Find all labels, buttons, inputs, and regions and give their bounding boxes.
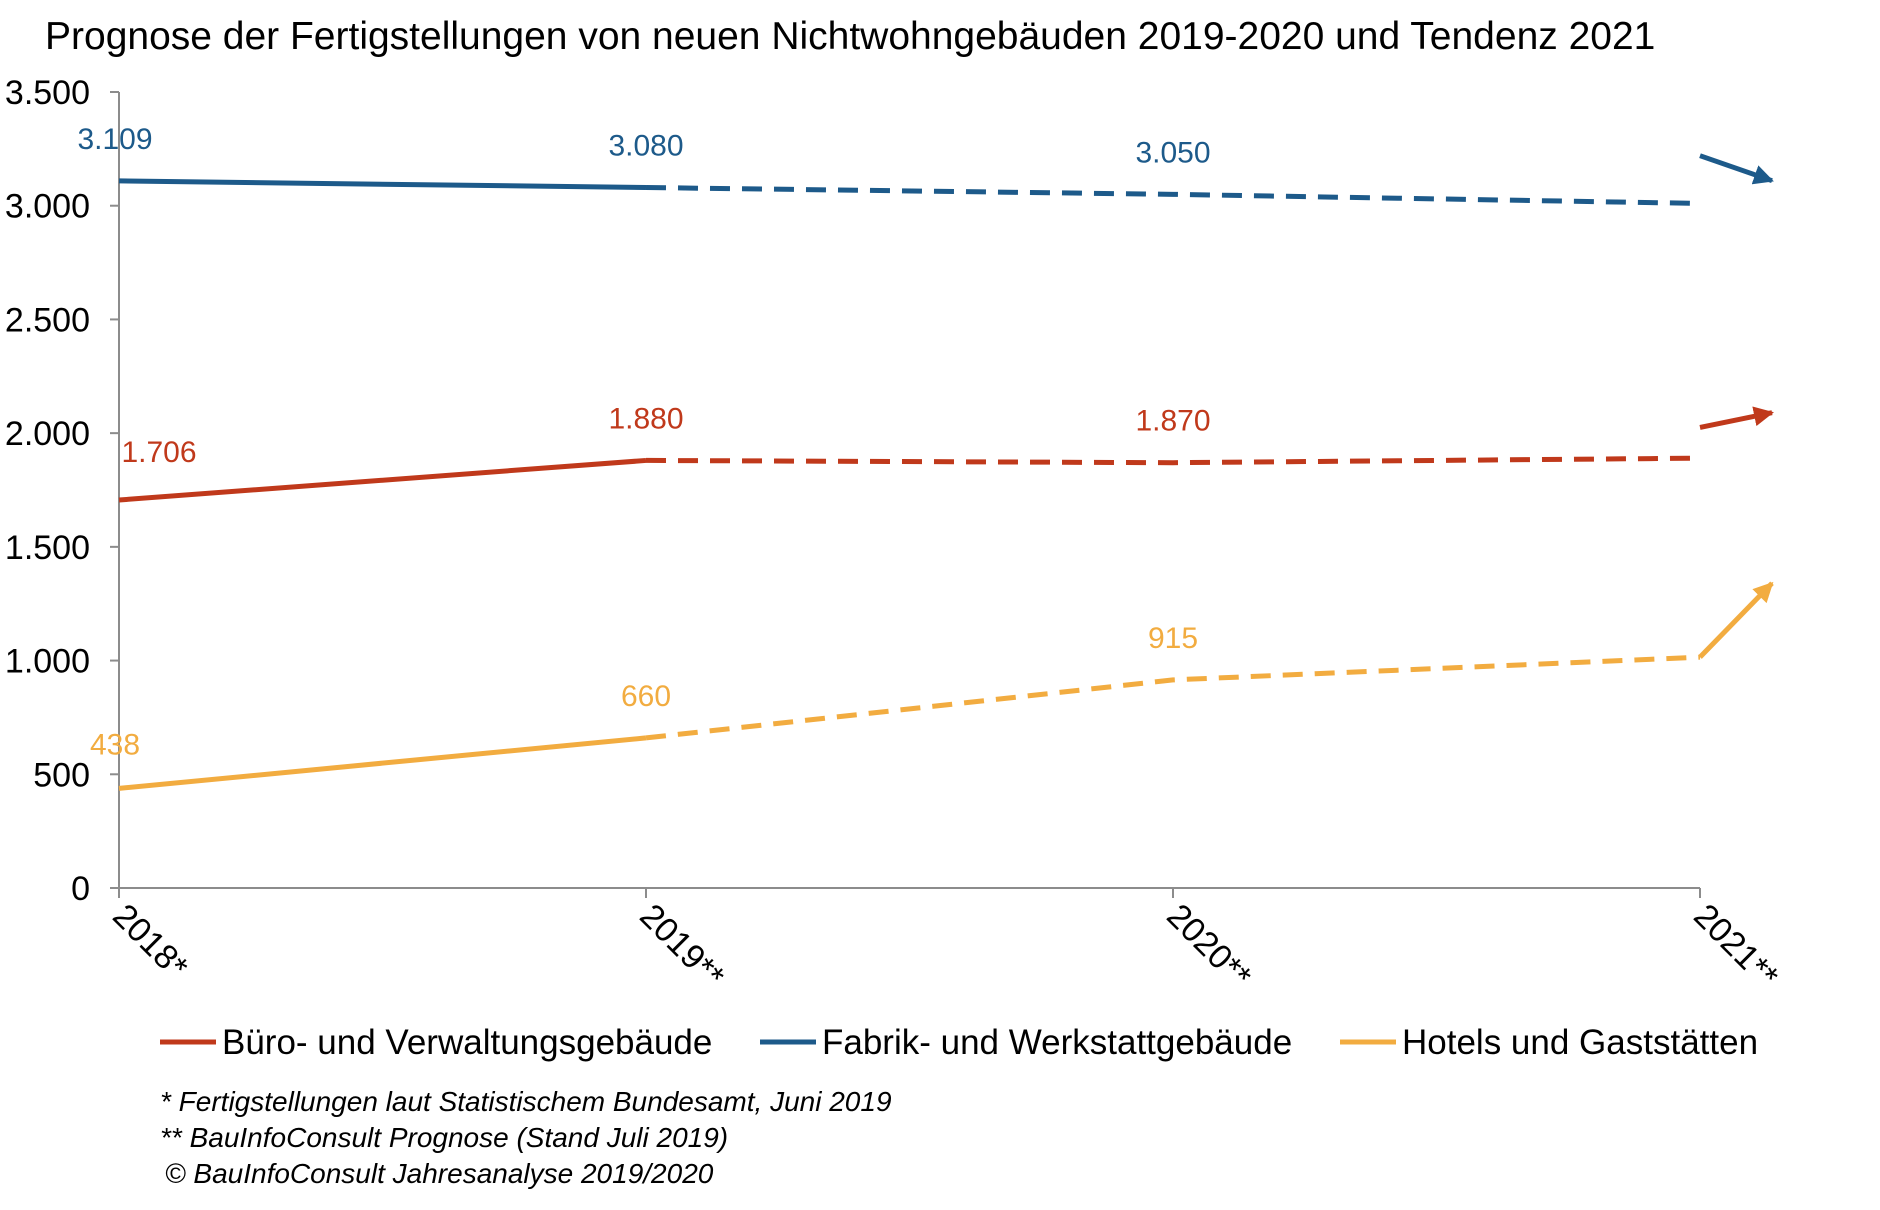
legend-label: Fabrik- und Werkstattgebäude [822,1023,1292,1062]
data-labels: 1.706 1.880 1.870 3.109 3.080 3.050 438 660 915 [77,123,1210,761]
data-label: 660 [621,680,671,713]
y-tick-label: 0 [71,870,90,908]
data-label: 915 [1148,622,1198,655]
trend-arrow [1698,581,1774,659]
legend-label: Hotels und Gaststätten [1402,1023,1758,1062]
series-line-forecast [645,455,1701,466]
data-label: 3.080 [608,130,683,163]
data-label: 1.870 [1135,405,1210,438]
copyright-note: © BauInfoConsult Jahresanalyse 2019/2020 [165,1158,714,1189]
trend-arrow [1699,153,1774,185]
data-label: 438 [90,728,140,761]
data-label: 1.880 [608,402,683,435]
y-tick-label: 1.500 [5,529,90,567]
footnote-2: ** BauInfoConsult Prognose (Stand Juli 2… [160,1122,728,1153]
series-layer [118,153,1774,791]
legend-label: Büro- und Verwaltungsgebäude [222,1023,712,1062]
y-tick-label: 500 [33,756,90,794]
series-1 [118,406,1774,503]
series-line-forecast [645,185,1701,206]
y-tick-label: 2.500 [5,301,90,339]
y-tick-label: 3.000 [5,188,90,226]
y-tick-label: 2.000 [5,415,90,453]
series-line-actual [118,735,647,791]
chart-title: Prognose der Fertigstellungen von neuen … [45,15,1655,58]
x-tick-label: 2019** [632,897,731,996]
legend-item-2: Fabrik- und Werkstattgebäude [760,1023,1292,1062]
axes: 0 500 1.000 1.500 2.000 2.500 3.000 3.500 2018* 2… [5,74,1786,996]
legend: Büro- und Verwaltungsgebäude Fabrik- und … [160,1023,1758,1062]
series-line-forecast [645,654,1701,741]
series-2 [118,153,1774,206]
series-line-actual [118,457,647,503]
x-tick-label: 2018* [105,897,195,987]
x-tick-label: 2021** [1686,897,1785,996]
y-tick-label: 1.000 [5,643,90,681]
legend-item-3: Hotels und Gaststätten [1340,1023,1758,1062]
series-line-actual [118,178,647,191]
legend-item-1: Büro- und Verwaltungsgebäude [160,1023,712,1062]
x-tick-label: 2020** [1159,897,1258,996]
footnote-1: * Fertigstellungen laut Statistischem Bu… [160,1086,892,1117]
y-tick-label: 3.500 [5,74,90,112]
data-label: 3.109 [77,123,152,156]
trend-arrow [1699,406,1774,430]
data-label: 1.706 [121,436,196,469]
series-3 [118,581,1774,791]
data-label: 3.050 [1135,136,1210,169]
